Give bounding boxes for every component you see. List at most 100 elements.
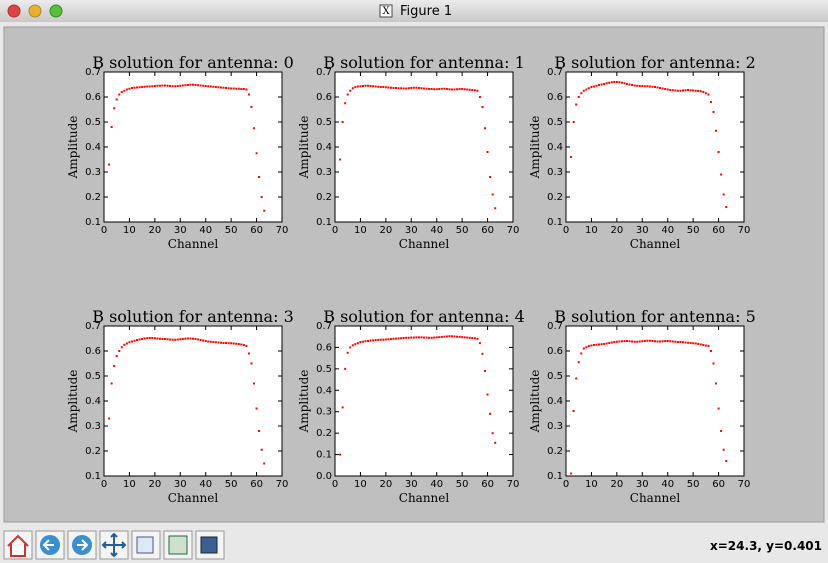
point xyxy=(186,337,189,340)
point xyxy=(235,87,238,90)
minimize-button[interactable] xyxy=(28,4,42,18)
x-tick-label: 0 xyxy=(332,225,338,236)
y-tick-label: 0.6 xyxy=(85,346,101,357)
x-tick-label: 60 xyxy=(712,225,725,236)
point xyxy=(709,350,712,352)
y-tick-label: 0.2 xyxy=(85,446,101,457)
point xyxy=(717,407,720,410)
point xyxy=(572,410,575,412)
x-axis-label: Channel xyxy=(168,491,219,505)
point xyxy=(120,91,123,93)
point xyxy=(245,88,248,91)
point xyxy=(443,87,446,90)
point xyxy=(361,85,364,87)
point xyxy=(194,84,197,86)
point xyxy=(247,352,250,355)
point xyxy=(384,86,387,89)
chart-title: B solution for antenna: 3 xyxy=(92,307,294,326)
y-tick-label: 0.3 xyxy=(85,167,101,178)
y-tick-label: 0.2 xyxy=(547,192,563,203)
point xyxy=(197,338,200,341)
point xyxy=(717,151,720,153)
point xyxy=(146,337,149,340)
point xyxy=(179,84,182,87)
forward-arrow xyxy=(77,539,89,551)
point xyxy=(153,337,156,340)
point xyxy=(608,81,611,84)
y-tick-label: 0.7 xyxy=(85,321,101,332)
point xyxy=(128,87,131,90)
x-tick-label: 60 xyxy=(481,479,494,490)
point xyxy=(433,336,436,339)
point xyxy=(654,86,656,88)
point xyxy=(476,89,479,92)
point xyxy=(615,81,618,83)
y-tick-label: 0.5 xyxy=(316,364,332,375)
point xyxy=(356,342,359,345)
plot-area xyxy=(335,72,513,222)
point xyxy=(412,336,415,339)
point xyxy=(423,87,425,90)
plot-area xyxy=(104,72,282,222)
point xyxy=(481,352,484,355)
point xyxy=(638,85,641,87)
point xyxy=(148,85,151,88)
point xyxy=(671,340,674,343)
point xyxy=(392,337,395,340)
point xyxy=(344,102,347,105)
point xyxy=(184,337,187,340)
x-icon-glyph: X xyxy=(382,6,390,17)
point xyxy=(202,339,205,342)
y-tick-label: 0.5 xyxy=(547,371,563,382)
x-tick-label: 70 xyxy=(276,225,289,236)
x-tick-label: 20 xyxy=(610,479,623,490)
point xyxy=(582,89,585,92)
plot-area xyxy=(335,326,513,476)
point xyxy=(230,87,233,90)
point xyxy=(420,336,423,339)
point xyxy=(664,340,667,342)
x-axis-label: Channel xyxy=(168,237,219,251)
point xyxy=(610,341,613,344)
point xyxy=(400,337,403,340)
close-button[interactable] xyxy=(7,4,21,18)
point xyxy=(725,460,728,462)
y-axis-label: Amplitude xyxy=(528,116,542,180)
point xyxy=(620,340,623,343)
point xyxy=(615,340,618,343)
point xyxy=(725,206,728,208)
point xyxy=(417,336,420,339)
point xyxy=(171,338,174,341)
x-axis-label: Channel xyxy=(399,491,450,505)
point xyxy=(603,343,606,345)
zoom-button[interactable] xyxy=(49,4,63,18)
x-tick-label: 0 xyxy=(332,479,338,490)
point xyxy=(651,85,654,88)
point xyxy=(374,85,377,88)
point xyxy=(392,87,395,89)
point xyxy=(448,88,451,91)
point xyxy=(219,86,222,89)
point xyxy=(108,417,111,420)
point xyxy=(339,453,342,456)
point xyxy=(489,412,492,415)
point xyxy=(400,87,403,90)
point xyxy=(438,88,441,90)
point xyxy=(384,338,387,341)
point xyxy=(494,441,497,444)
point xyxy=(219,341,222,344)
subplots-icon xyxy=(168,535,188,555)
y-tick-label: 0.4 xyxy=(316,142,332,153)
point xyxy=(712,362,715,365)
point xyxy=(153,85,156,87)
point xyxy=(494,207,497,210)
point xyxy=(590,344,593,347)
point xyxy=(659,87,662,89)
point xyxy=(473,337,476,340)
point xyxy=(151,337,154,339)
point xyxy=(169,85,172,87)
point xyxy=(410,336,413,339)
point xyxy=(133,86,136,89)
point xyxy=(110,126,113,128)
x-tick-label: 30 xyxy=(636,225,649,236)
